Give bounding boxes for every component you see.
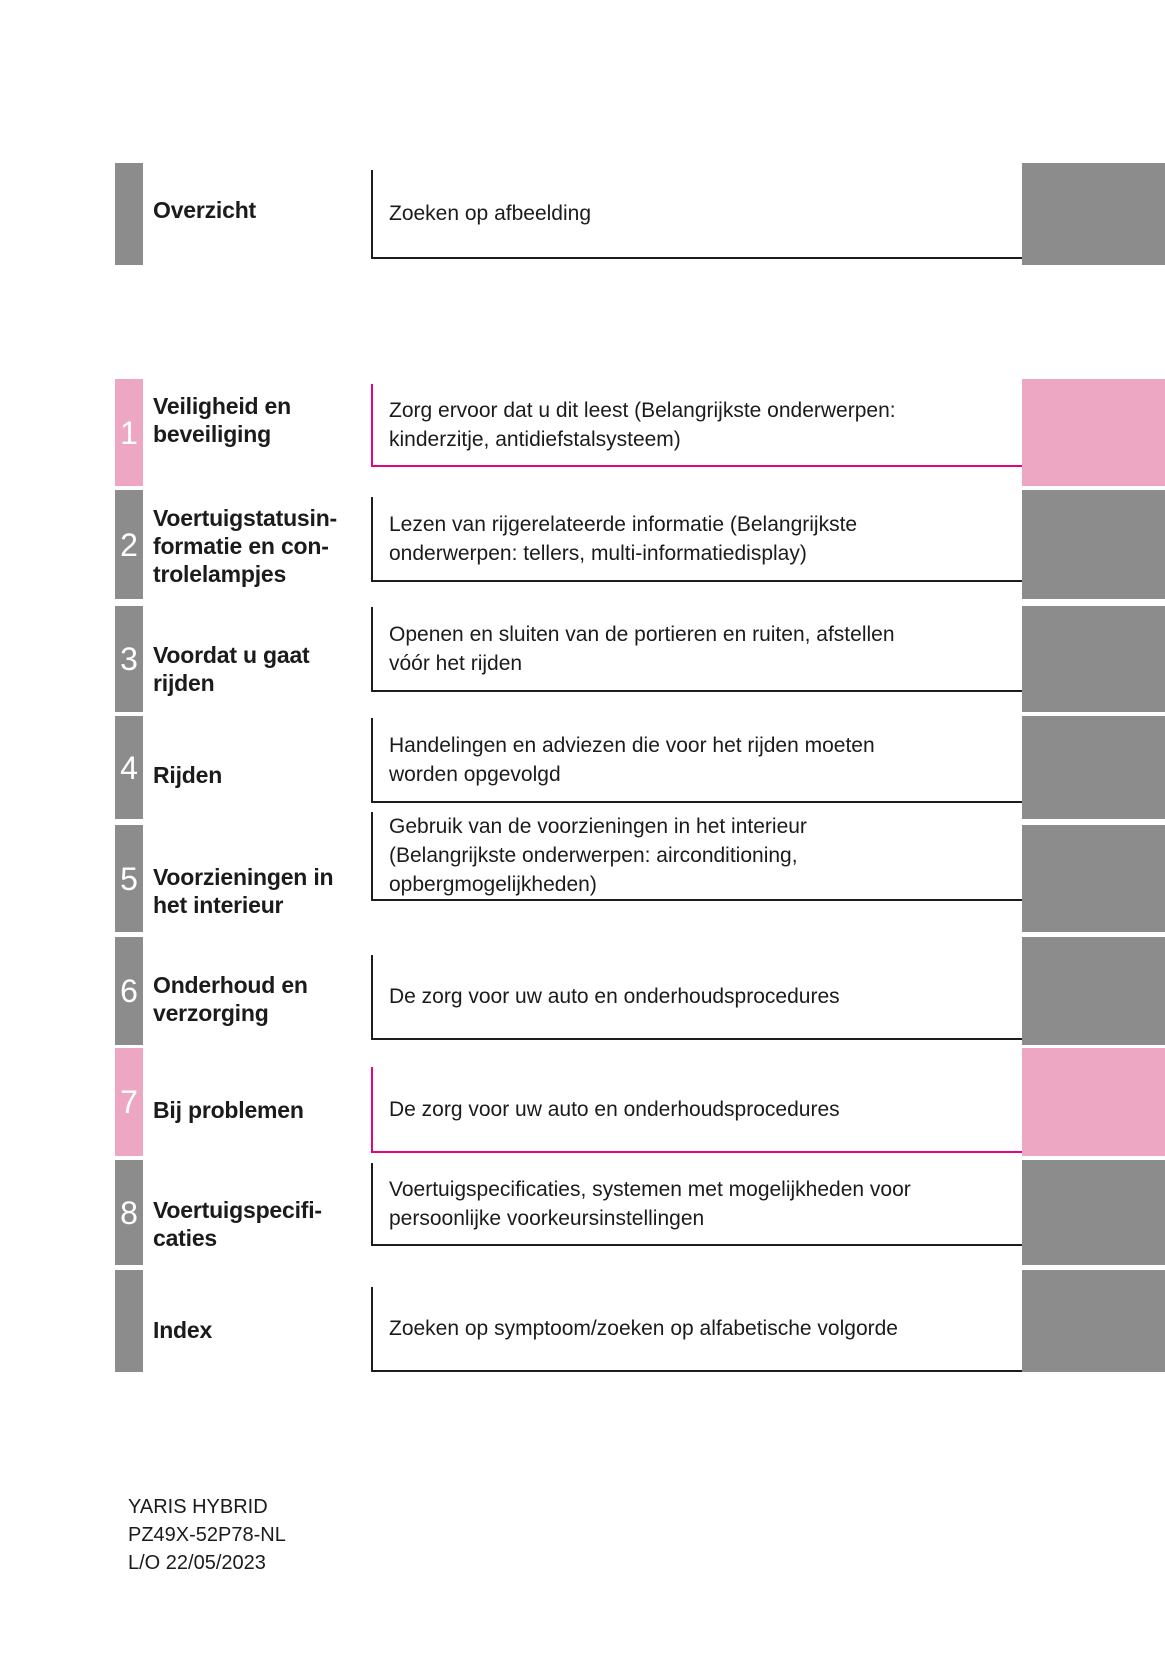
section-title: Voordat u gaat rijden	[153, 642, 310, 696]
section-title: Voertuigstatusin- formatie en con- trole…	[153, 505, 338, 587]
section-title: Rijden	[153, 762, 223, 788]
section-tab	[115, 163, 143, 265]
thumb-tab-block	[1022, 825, 1165, 932]
section-title: Bij problemen	[153, 1097, 304, 1123]
section-title: Voorzieningen in het interieur	[153, 864, 334, 918]
thumb-tab-block	[1022, 163, 1165, 265]
section-tab: 4	[115, 716, 143, 819]
section-description: Lezen van rijgerelateerde informatie (Be…	[389, 512, 858, 565]
thumb-tab-block	[1022, 1048, 1165, 1156]
section-description-box: Handelingen en adviezen die voor het rij…	[371, 718, 1022, 803]
section-description: Zoeken op symptoom/zoeken op alfabetisch…	[389, 1317, 898, 1340]
section-title: Overzicht	[153, 197, 257, 223]
section-number: 7	[120, 1084, 138, 1120]
section-tab: 3	[115, 606, 143, 712]
section-description: De zorg voor uw auto en onderhoudsproced…	[389, 985, 840, 1008]
section-number: 6	[120, 973, 138, 1009]
section-description: Handelingen en adviezen die voor het rij…	[389, 733, 875, 786]
section-number: 8	[120, 1194, 138, 1231]
thumb-tab-block	[1022, 937, 1165, 1045]
thumb-tab-block	[1022, 606, 1165, 712]
section-description: Zorg ervoor dat u dit leest (Belangrijks…	[389, 398, 896, 451]
section-tab: 8	[115, 1160, 143, 1265]
section-number: 1	[120, 414, 138, 451]
section-description-box: Openen en sluiten van de portieren en ru…	[371, 607, 1022, 692]
section-description-box: Zorg ervoor dat u dit leest (Belangrijks…	[371, 384, 1022, 467]
section-description: Zoeken op afbeelding	[389, 202, 591, 225]
part-number: PZ49X-52P78-NL	[128, 1524, 286, 1546]
section-description-box: Zoeken op afbeelding	[371, 170, 1022, 259]
section-description-box: Zoeken op symptoom/zoeken op alfabetisch…	[371, 1287, 1022, 1372]
section-tab: 5	[115, 825, 143, 932]
section-number: 3	[120, 641, 138, 677]
section-description: Openen en sluiten van de portieren en ru…	[389, 622, 895, 675]
section-description-box: Gebruik van de voorzieningen in het inte…	[371, 812, 1022, 901]
model-name: YARIS HYBRID	[128, 1496, 268, 1518]
section-description: De zorg voor uw auto en onderhoudsproced…	[389, 1097, 840, 1121]
section-tab	[115, 1270, 143, 1372]
section-description-box: Lezen van rijgerelateerde informatie (Be…	[371, 497, 1022, 582]
section-tab: 1	[115, 379, 143, 486]
section-description: Voertuigspecificaties, systemen met moge…	[389, 1177, 911, 1230]
section-title: Voertuigspecifi- caties	[153, 1197, 322, 1251]
thumb-tab-block	[1022, 379, 1165, 486]
section-number: 4	[120, 749, 138, 786]
section-number: 5	[120, 860, 138, 897]
section-title: Veiligheid en beveiliging	[153, 393, 291, 447]
section-description-box: Voertuigspecificaties, systemen met moge…	[371, 1163, 1022, 1246]
section-tab: 6	[115, 937, 143, 1045]
section-tab: 2	[115, 490, 143, 599]
thumb-tab-block	[1022, 490, 1165, 599]
section-description-box: De zorg voor uw auto en onderhoudsproced…	[371, 955, 1022, 1040]
section-description-box: De zorg voor uw auto en onderhoudsproced…	[371, 1067, 1022, 1153]
section-description: Gebruik van de voorzieningen in het inte…	[389, 815, 807, 896]
thumb-tab-block	[1022, 1160, 1165, 1265]
section-title: Onderhoud en verzorging	[153, 972, 308, 1026]
thumb-tab-block	[1022, 716, 1165, 819]
layout-date: L/O 22/05/2023	[128, 1552, 266, 1574]
section-tab: 7	[115, 1048, 143, 1156]
footer: YARIS HYBRID PZ49X-52P78-NL L/O 22/05/20…	[128, 1493, 286, 1577]
thumb-tab-block	[1022, 1270, 1165, 1372]
section-title: Index	[153, 1317, 213, 1343]
section-number: 2	[120, 526, 138, 563]
